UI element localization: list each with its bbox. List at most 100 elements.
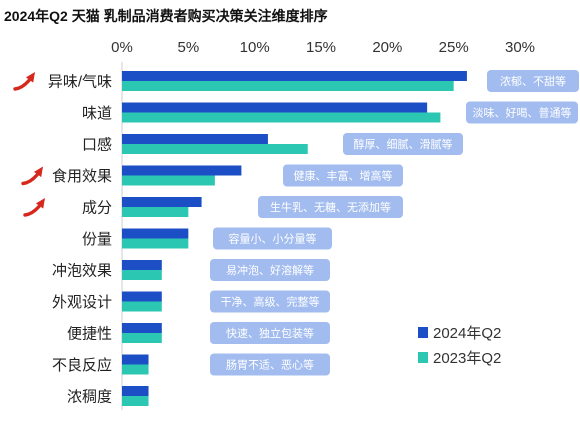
x-axis: 0% 5% 10% 15% 20% 25% 30% [111,39,535,410]
x-tick-label: 30% [505,39,535,56]
annotation-box: 淡味、好喝、普通等 [466,101,578,124]
bar-series-1 [122,228,189,239]
bar-series-1 [122,354,149,365]
annotation-background [210,259,330,281]
annotation-box: 健康、丰富、增高等 [283,164,403,187]
category-label: 成分 [82,200,112,217]
annotation-label: 生牛乳、无糖、无添加等 [270,200,391,214]
arrow-head [36,198,45,209]
arrow-stroke [23,204,41,217]
bar-series-2 [122,364,149,375]
annotation-label: 淡味、好喝、普通等 [473,106,572,120]
annotation-box: 浓郁、不甜等 [487,70,579,92]
bar-series-2 [122,238,189,249]
category-label: 异味/气味 [48,74,112,91]
bar-series-2 [122,301,162,312]
annotation-background [466,101,578,124]
category-row: 浓稠度 [67,386,149,406]
category-row: 不良反应 肠胃不适、恶心等 [52,353,330,376]
bar-series-2 [122,207,189,217]
red-up-arrow-icon [21,166,43,186]
category-row: 冲泡效果 易冲泡、好溶解等 [52,259,330,281]
x-tick-label: 5% [177,39,199,56]
annotation-background [210,290,330,313]
arrow-head [26,72,35,83]
x-tick-label: 15% [306,39,336,56]
category-row: 份量 容量小、小分量等 [82,227,332,250]
annotation-box: 易冲泡、好溶解等 [210,259,330,281]
annotation-box: 快速、独立包装等 [210,322,330,344]
red-up-arrow-icon [13,72,35,91]
bar-series-1 [122,102,428,113]
annotation-background [213,227,332,250]
annotation-label: 快速、独立包装等 [226,326,314,340]
annotation-label: 浓郁、不甜等 [500,74,566,88]
annotation-label: 肠胃不适、恶心等 [226,358,314,372]
annotation-box: 醇厚、细腻、滑腻等 [343,133,463,155]
annotation-label: 容量小、小分量等 [229,232,317,246]
x-tick-label: 25% [439,39,469,56]
annotation-background [210,353,330,376]
bar-series-1 [122,71,467,81]
annotation-background [258,196,403,218]
legend: 2024年Q2 2023年Q2 [418,325,501,367]
annotation-box: 生牛乳、无糖、无添加等 [258,196,403,218]
bar-series-2 [122,81,454,91]
bar-series-2 [122,144,308,154]
red-up-arrow-icon [23,198,45,217]
annotation-box: 容量小、小分量等 [213,227,332,250]
category-row: 成分 生牛乳、无糖、无添加等 [23,196,403,218]
x-tick-label: 20% [372,39,402,56]
category-label: 份量 [82,231,112,248]
legend-item: 2023年Q2 [418,350,501,367]
category-label: 味道 [82,105,112,122]
legend-swatch [418,327,428,338]
bar-series-2 [122,270,162,280]
category-row: 口感 醇厚、细腻、滑腻等 [82,133,463,155]
category-label: 浓稠度 [67,389,112,406]
annotation-background [343,133,463,155]
annotation-background [210,322,330,344]
category-label: 冲泡效果 [52,263,112,280]
annotation-label: 干净、高级、完整等 [221,295,320,309]
bar-series-1 [122,386,149,396]
bar-series-2 [122,333,162,343]
arrow-stroke [21,173,39,186]
bar-series-1 [122,165,242,176]
category-row: 味道 淡味、好喝、普通等 [82,101,578,124]
bar-series-2 [122,175,215,186]
x-tick-label: 0% [111,39,133,56]
annotation-label: 健康、丰富、增高等 [294,169,393,183]
x-tick-label: 10% [240,39,270,56]
legend-item: 2024年Q2 [418,325,501,342]
annotation-label: 易冲泡、好溶解等 [226,263,314,277]
bar-series-2 [122,396,149,406]
category-label: 口感 [82,137,112,154]
annotation-background [487,70,579,92]
category-label: 便捷性 [67,326,112,343]
category-row: 食用效果 健康、丰富、增高等 [21,164,403,187]
arrow-stroke [13,78,31,91]
legend-label: 2024年Q2 [433,325,501,342]
legend-label: 2023年Q2 [433,350,501,367]
bar-series-1 [122,323,162,333]
chart-title: 2024年Q2 天猫 乳制品消费者购买决策关注维度排序 [4,8,328,24]
category-label: 食用效果 [52,168,112,185]
legend-swatch [418,352,428,363]
annotation-box: 干净、高级、完整等 [210,290,330,313]
category-row: 异味/气味 浓郁、不甜等 [13,70,579,92]
category-label: 外观设计 [52,294,112,311]
annotation-background [283,164,403,187]
bar-series-1 [122,197,202,207]
annotation-label: 醇厚、细腻、滑腻等 [354,137,453,151]
arrow-head [34,166,43,178]
category-row: 便捷性 快速、独立包装等 [67,322,330,344]
annotation-box: 肠胃不适、恶心等 [210,353,330,376]
bar-series-2 [122,112,441,123]
category-label: 不良反应 [52,356,112,374]
bar-series-1 [122,134,268,144]
category-row: 外观设计 干净、高级、完整等 [52,290,330,313]
bar-series-1 [122,260,162,270]
